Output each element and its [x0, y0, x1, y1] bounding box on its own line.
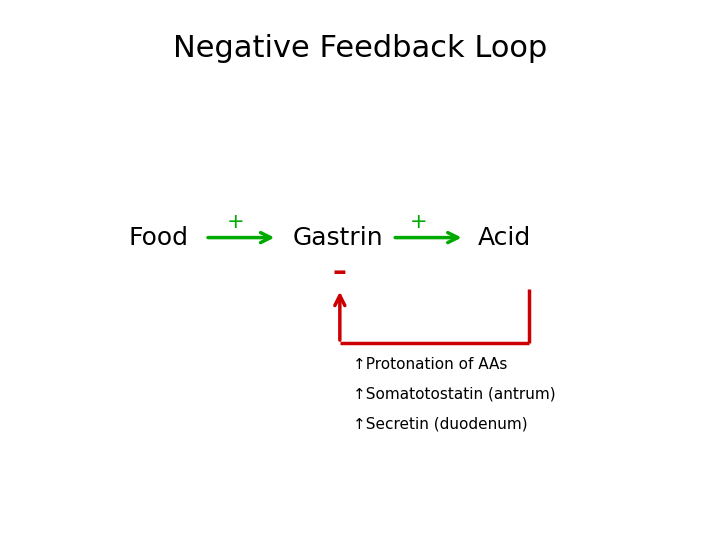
Text: Acid: Acid: [477, 226, 531, 249]
Text: +: +: [227, 212, 244, 233]
Text: ↑Somatotostatin (antrum): ↑Somatotostatin (antrum): [353, 387, 555, 402]
Text: ↑Secretin (duodenum): ↑Secretin (duodenum): [353, 416, 528, 431]
Text: –: –: [333, 258, 347, 286]
Text: Gastrin: Gastrin: [293, 226, 384, 249]
Text: +: +: [410, 212, 428, 233]
Text: ↑Protonation of AAs: ↑Protonation of AAs: [353, 357, 507, 372]
Text: Food: Food: [128, 226, 189, 249]
Text: Negative Feedback Loop: Negative Feedback Loop: [173, 34, 547, 63]
